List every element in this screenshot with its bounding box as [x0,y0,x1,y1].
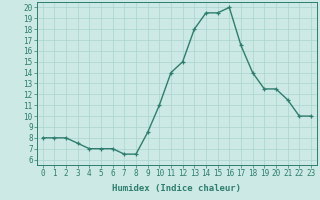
X-axis label: Humidex (Indice chaleur): Humidex (Indice chaleur) [112,184,241,193]
